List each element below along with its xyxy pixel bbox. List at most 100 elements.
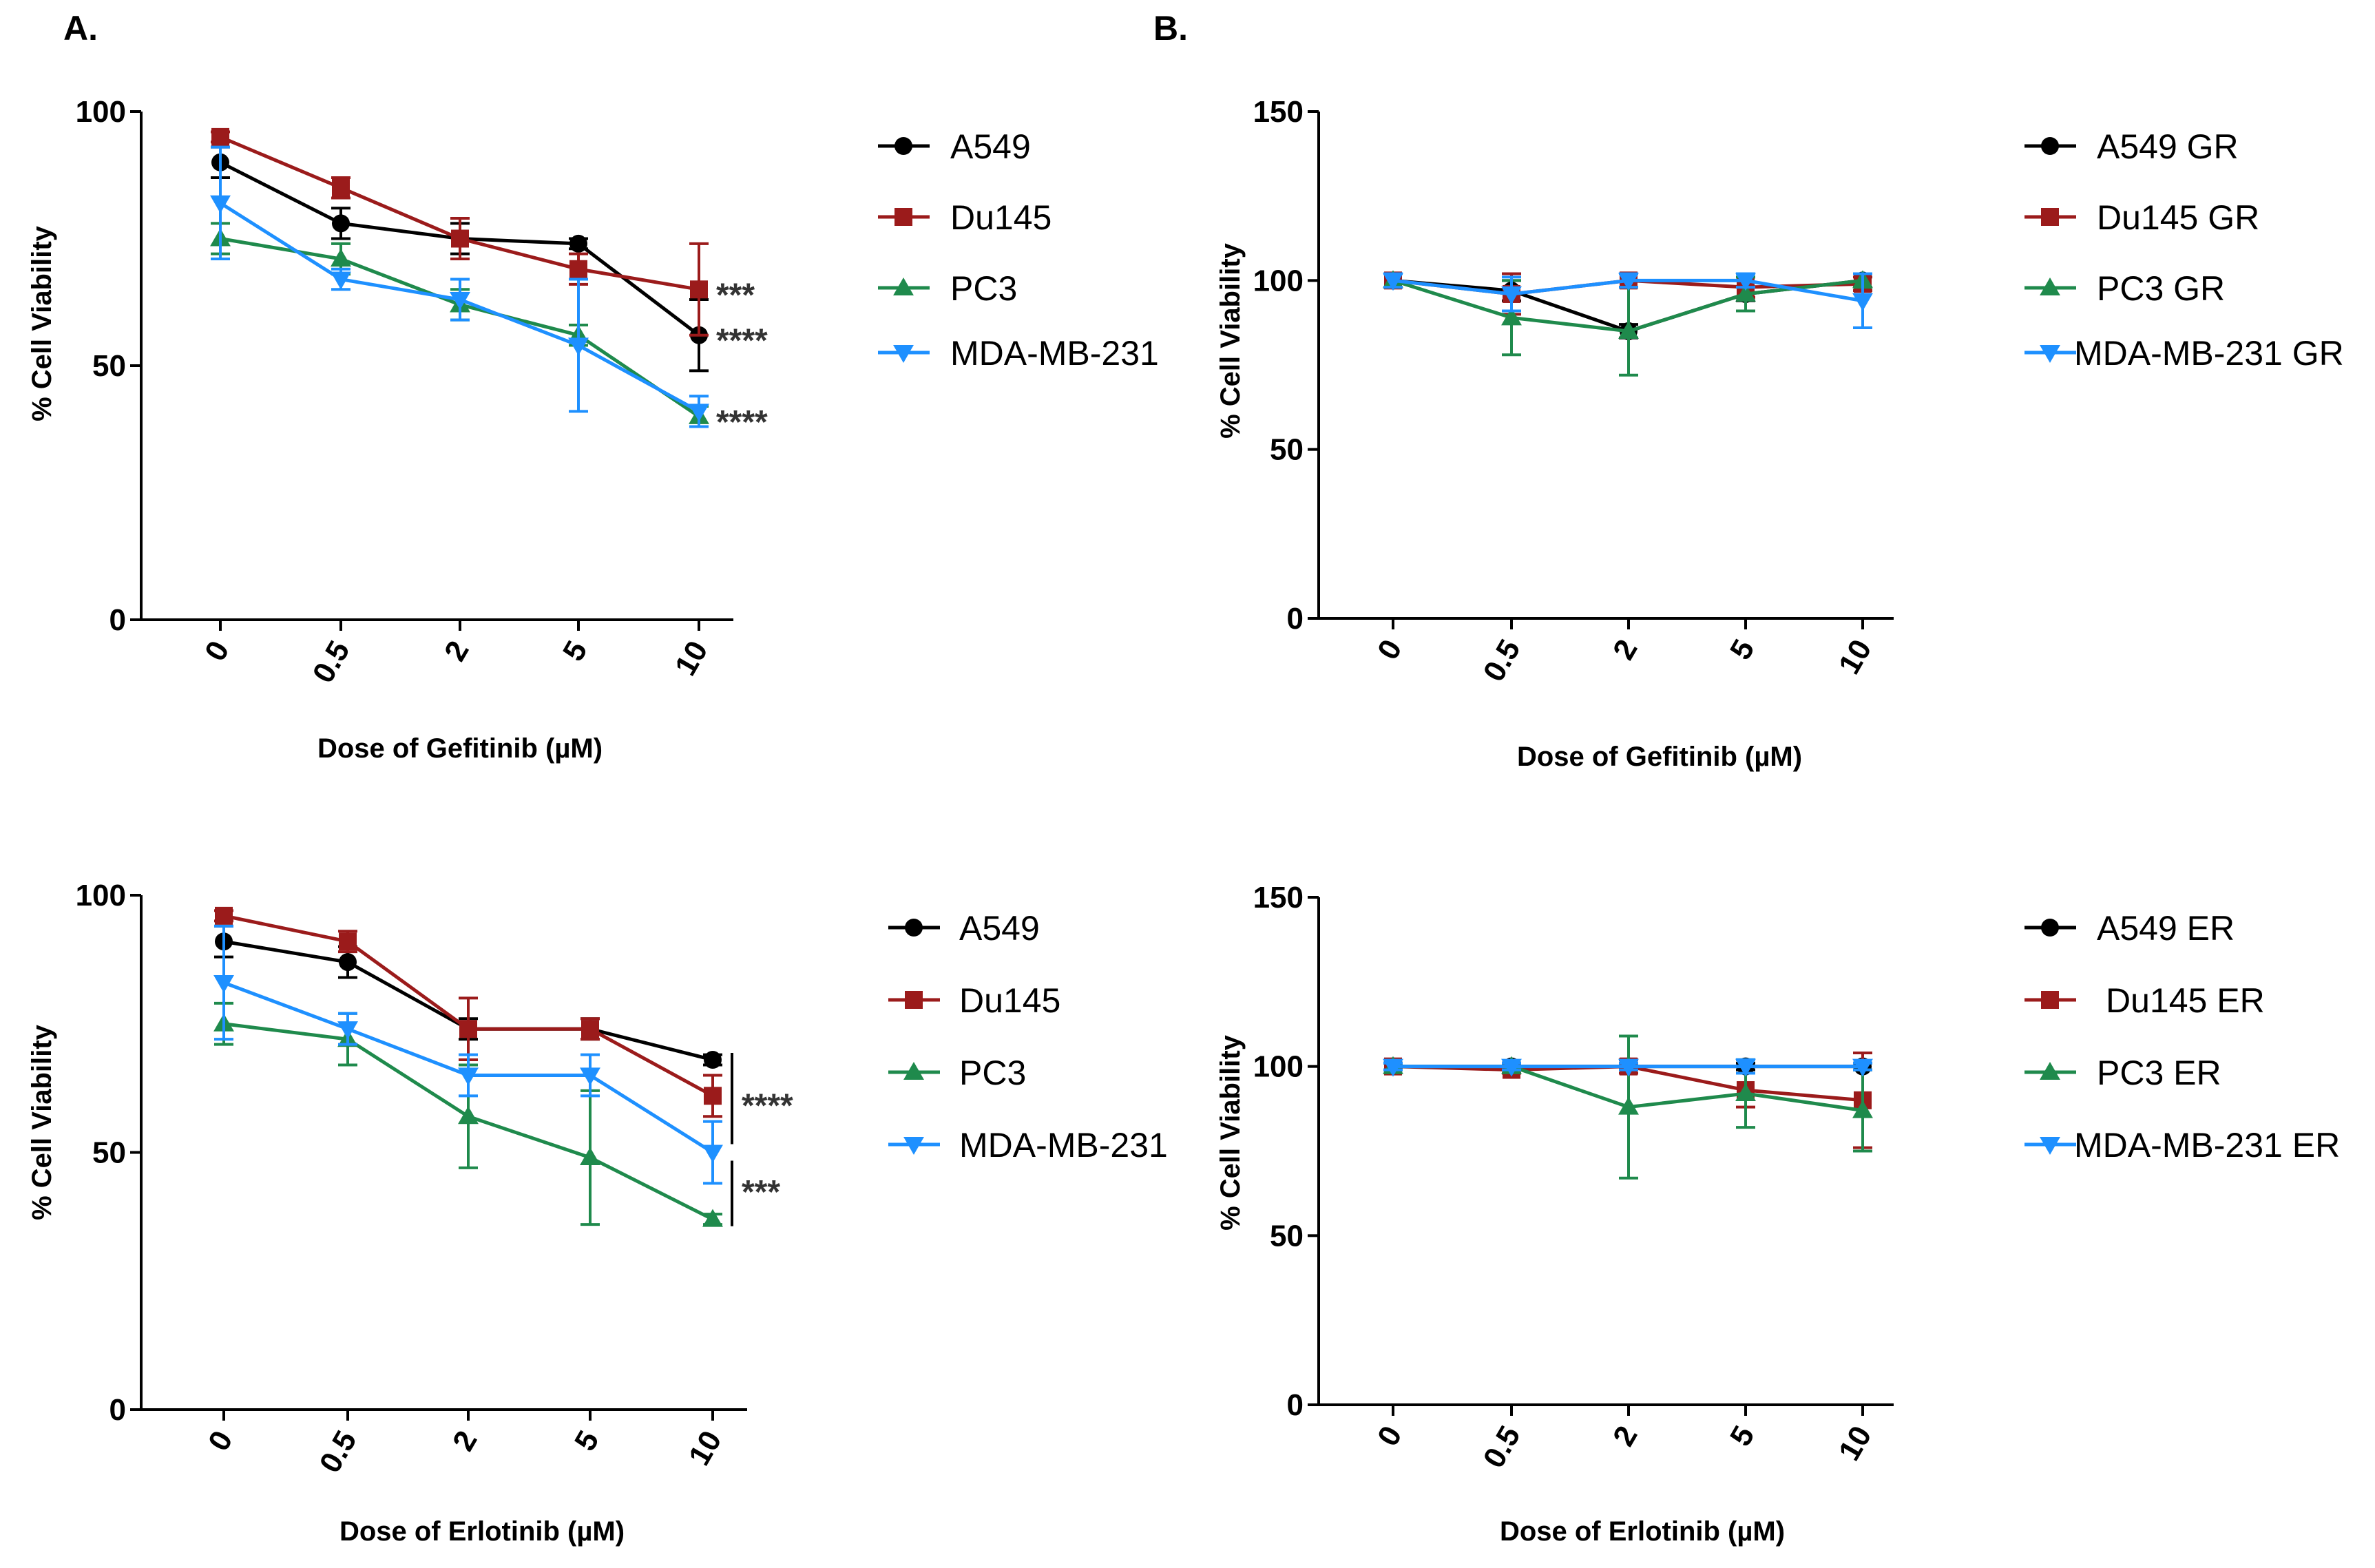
data-point <box>569 260 587 278</box>
x-tick-label: 10 <box>682 1425 729 1472</box>
data-point <box>1618 1096 1639 1115</box>
legend-label: A549 GR <box>2097 127 2239 166</box>
legend-label: Du145 <box>950 198 1052 237</box>
x-tick-label: 10 <box>1832 634 1879 680</box>
legend-label: MDA-MB-231 <box>950 334 1159 373</box>
data-point <box>1501 307 1522 326</box>
data-point <box>331 271 351 290</box>
legend-marker <box>2041 137 2059 155</box>
legend-marker <box>2041 991 2059 1009</box>
y-tick-label: 50 <box>92 1136 126 1170</box>
data-point <box>1735 284 1756 302</box>
data-point <box>459 1020 477 1038</box>
significance-marker: **** <box>716 404 768 441</box>
legend-marker <box>2040 344 2060 363</box>
data-point <box>337 1021 358 1040</box>
legend-marker <box>2040 1062 2060 1080</box>
y-tick-label: 150 <box>1253 881 1304 914</box>
panel-label-b: B. <box>1153 9 1188 48</box>
legend-marker <box>903 1136 924 1155</box>
data-point <box>702 1209 723 1227</box>
x-tick-label: 2 <box>446 1425 484 1457</box>
data-point <box>211 127 229 146</box>
y-tick-label: 100 <box>1253 264 1304 297</box>
x-tick-label: 0.5 <box>306 636 357 689</box>
data-point <box>1501 1058 1522 1077</box>
x-tick-label: 0 <box>1371 1421 1409 1452</box>
data-point <box>690 280 708 299</box>
legend-label: A549 ER <box>2097 909 2235 948</box>
significance-marker: **** <box>716 323 768 359</box>
y-tick-label: 0 <box>109 1393 126 1427</box>
series-line <box>220 135 700 291</box>
y-axis-label: % Cell Viability <box>27 1024 57 1220</box>
x-tick-label: 10 <box>669 636 715 682</box>
legend-marker <box>2041 208 2059 226</box>
y-tick-label: 50 <box>1270 433 1304 467</box>
legend-label: A549 <box>959 909 1040 948</box>
legend-marker <box>2040 278 2060 296</box>
data-point <box>1852 1100 1873 1118</box>
x-axis-label: Dose of Gefitinib (µM) <box>1517 742 1802 772</box>
chart-gefitinib-parental: A549 Du145 PC3 MDA-MB-231 Dose of Gefiti… <box>27 95 1159 764</box>
y-tick-label: 100 <box>76 879 126 912</box>
data-point <box>458 1106 479 1125</box>
legend-label: PC3 <box>959 1054 1026 1092</box>
data-point <box>332 214 350 233</box>
y-axis-label: % Cell Viability <box>1215 1034 1246 1231</box>
legend-marker <box>2040 1136 2060 1155</box>
data-point <box>1735 1083 1756 1102</box>
data-point <box>1735 1058 1756 1077</box>
data-point <box>1618 1058 1639 1077</box>
x-tick-label: 5 <box>1724 1421 1761 1452</box>
data-point <box>580 1147 600 1166</box>
x-tick-label: 0.5 <box>1477 1421 1527 1474</box>
data-point <box>458 1067 479 1086</box>
y-tick-label: 0 <box>109 603 126 637</box>
data-point <box>689 404 709 422</box>
legend-marker <box>894 137 912 155</box>
data-point <box>1852 293 1873 311</box>
legend-label: A549 <box>950 127 1031 166</box>
x-tick-label: 2 <box>438 636 476 667</box>
legend-label: Du145 <box>959 981 1060 1020</box>
chart-erlotinib-parental: A549 Du145 PC3 MDA-MB-231 Dose of Erloti… <box>27 879 1168 1547</box>
data-point <box>702 1144 723 1163</box>
y-tick-label: 150 <box>1253 95 1304 129</box>
data-point <box>1735 273 1756 291</box>
data-point <box>568 337 589 356</box>
legend-marker <box>2041 919 2059 937</box>
data-point <box>451 229 469 248</box>
series-line <box>220 237 700 418</box>
data-point <box>210 195 231 213</box>
y-tick-label: 50 <box>92 349 126 383</box>
y-tick-label: 100 <box>76 95 126 129</box>
data-point <box>450 292 470 311</box>
x-tick-label: 0.5 <box>313 1425 364 1478</box>
y-axis-label: % Cell Viability <box>1215 242 1246 439</box>
x-axis-label: Dose of Erlotinib (µM) <box>339 1516 625 1547</box>
chart-gefitinib-resistant: A549 GR Du145 GR PC3 GR MDA-MB-231 GR Do… <box>1215 95 2344 772</box>
data-point <box>704 1087 722 1105</box>
y-tick-label: 0 <box>1287 1388 1304 1422</box>
legend-marker <box>903 1062 924 1080</box>
chart-erlotinib-resistant: A549 ER Du145 ER PC3 ER MDA-MB-231 ER Do… <box>1215 881 2340 1547</box>
legend-marker <box>905 991 923 1009</box>
legend-label: MDA-MB-231 <box>959 1126 1168 1164</box>
x-tick-label: 5 <box>568 1425 606 1457</box>
data-point <box>580 1067 600 1086</box>
data-point <box>1618 273 1639 291</box>
y-tick-label: 0 <box>1287 602 1304 636</box>
legend-marker <box>893 278 914 296</box>
significance-marker: **** <box>742 1087 793 1124</box>
legend-label: MDA-MB-231 ER <box>2074 1126 2340 1164</box>
data-point <box>1383 1058 1403 1077</box>
data-point <box>1501 286 1522 304</box>
y-tick-label: 100 <box>1253 1050 1304 1084</box>
x-tick-label: 0 <box>198 636 236 667</box>
y-axis-label: % Cell Viability <box>27 225 57 421</box>
panel-label-a: A. <box>63 9 98 48</box>
significance-marker: *** <box>716 277 755 313</box>
legend-label: PC3 GR <box>2097 269 2225 308</box>
